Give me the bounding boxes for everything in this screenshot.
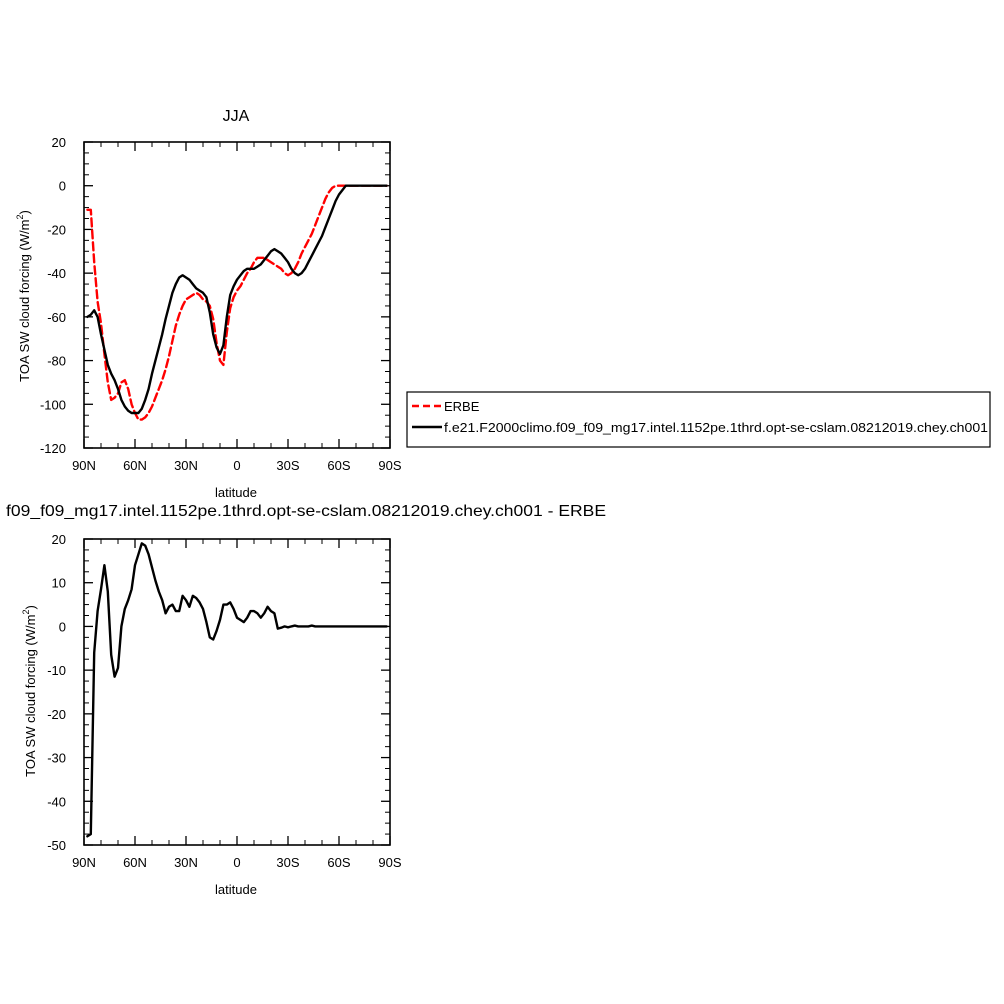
- bottom-title: f09_f09_mg17.intel.1152pe.1thrd.opt-se-c…: [6, 503, 606, 520]
- bottom-plot-frame: [83, 538, 391, 846]
- panel-top: JJA TOA SW cloud forcing (W/m2) latitude…: [15, 108, 402, 500]
- top-ticklabels: 90N 60N 30N 0 30S 60S 90S -120 -100 -80 -60 -40 -20 0…: [40, 135, 402, 473]
- bottom-xtick-label: 30S: [276, 855, 299, 870]
- bottom-xtick-label: 60N: [123, 855, 147, 870]
- top-ylabel: TOA SW cloud forcing (W/m2): [15, 210, 32, 382]
- bottom-ytick-label: 10: [52, 576, 66, 591]
- legend-label-erbe: ERBE: [444, 399, 480, 414]
- top-xtick-label: 60N: [123, 458, 147, 473]
- top-ytick-label: -100: [40, 397, 66, 412]
- bottom-ticklabels: 90N 60N 30N 0 30S 60S 90S -50 -40 -30 -20 -10 0 10 20: [47, 532, 402, 870]
- bottom-ytick-label: 20: [52, 532, 66, 547]
- top-series-line-1: [86, 184, 388, 415]
- bottom-ytick-label: -50: [47, 838, 66, 853]
- top-ytick-label: 20: [52, 135, 66, 150]
- top-series-line-0: [86, 184, 388, 421]
- bottom-xtick-label: 0: [233, 855, 240, 870]
- legend: ERBE f.e21.F2000climo.f09_f09_mg17.intel…: [406, 391, 991, 448]
- top-xlabel: latitude: [215, 485, 257, 500]
- bottom-ytick-label: -10: [47, 663, 66, 678]
- top-xtick-label: 0: [233, 458, 240, 473]
- legend-frame: [406, 391, 991, 448]
- bottom-series-line-0: [86, 542, 388, 838]
- top-series: [86, 184, 388, 421]
- top-plot-frame: [83, 141, 391, 449]
- bottom-series: [86, 542, 388, 838]
- bottom-ytick-label: -30: [47, 751, 66, 766]
- legend-label-model: f.e21.F2000climo.f09_f09_mg17.intel.1152…: [444, 420, 988, 435]
- top-xtick-label: 90S: [378, 458, 401, 473]
- top-xtick-label: 30S: [276, 458, 299, 473]
- bottom-ylabel: TOA SW cloud forcing (W/m2): [21, 605, 38, 777]
- bottom-xtick-label: 30N: [174, 855, 198, 870]
- top-xtick-label: 60S: [327, 458, 350, 473]
- bottom-ticks: [83, 538, 391, 846]
- top-xtick-label: 30N: [174, 458, 198, 473]
- top-ytick-label: -120: [40, 441, 66, 456]
- top-ytick-label: 0: [59, 179, 66, 194]
- panel-bottom: f09_f09_mg17.intel.1152pe.1thrd.opt-se-c…: [6, 503, 606, 897]
- bottom-xtick-label: 60S: [327, 855, 350, 870]
- top-ytick-label: -60: [47, 310, 66, 325]
- top-ytick-label: -80: [47, 354, 66, 369]
- top-title: JJA: [223, 108, 250, 125]
- bottom-ytick-label: -40: [47, 794, 66, 809]
- top-xtick-label: 90N: [72, 458, 96, 473]
- bottom-xlabel: latitude: [215, 882, 257, 897]
- top-ytick-label: -40: [47, 266, 66, 281]
- bottom-xtick-label: 90N: [72, 855, 96, 870]
- bottom-ytick-label: 0: [59, 619, 66, 634]
- bottom-ytick-label: -20: [47, 707, 66, 722]
- bottom-xtick-label: 90S: [378, 855, 401, 870]
- top-ytick-label: -20: [47, 222, 66, 237]
